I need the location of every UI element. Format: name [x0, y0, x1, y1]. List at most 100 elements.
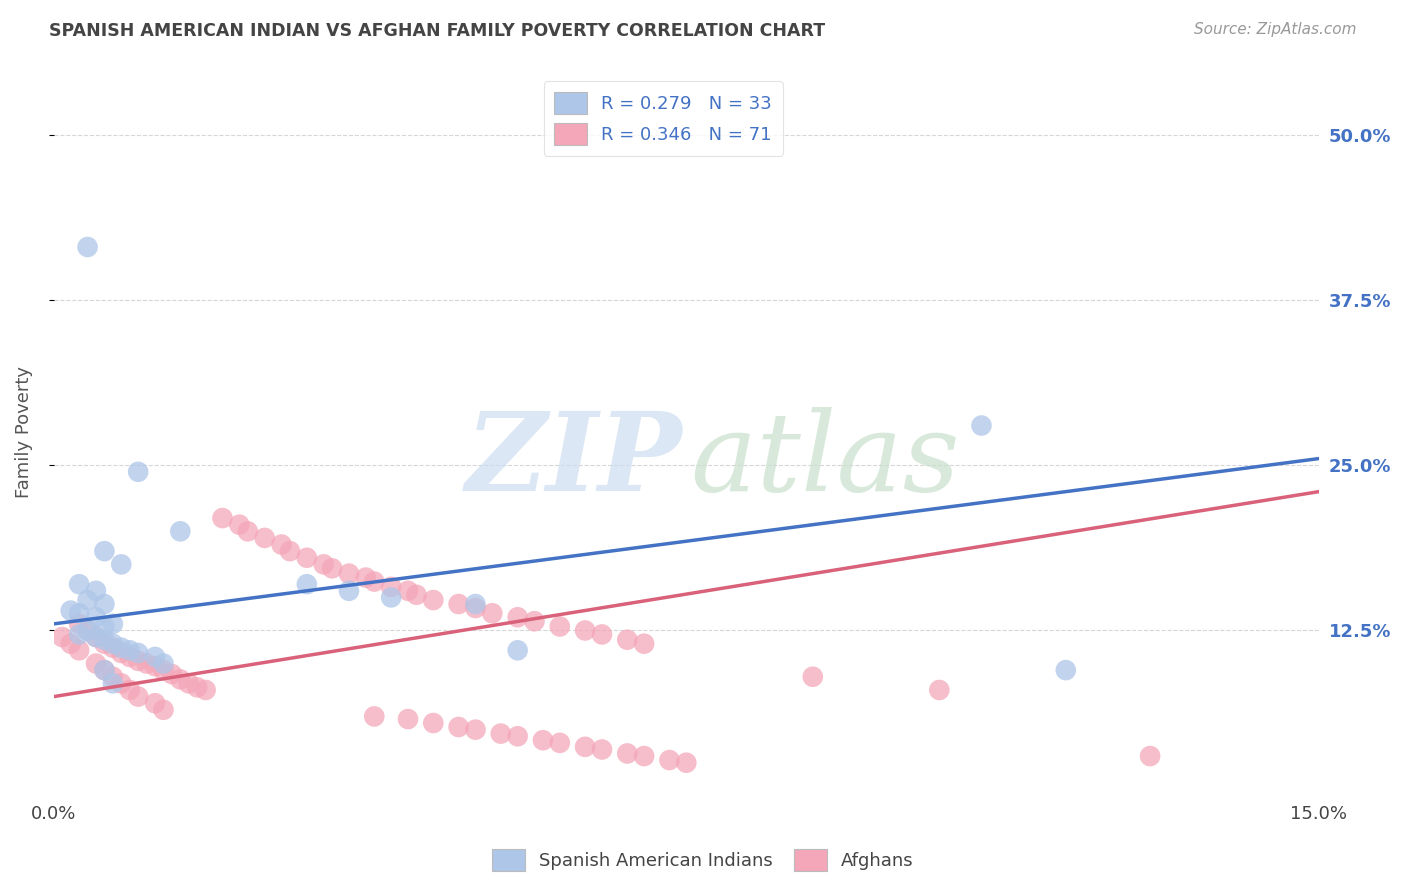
Point: [506, 610, 529, 624]
Point: [253, 531, 276, 545]
Point: [295, 577, 318, 591]
Point: [523, 614, 546, 628]
Text: SPANISH AMERICAN INDIAN VS AFGHAN FAMILY POVERTY CORRELATION CHART: SPANISH AMERICAN INDIAN VS AFGHAN FAMILY…: [49, 22, 825, 40]
Point: [59, 604, 82, 618]
Point: [143, 649, 166, 664]
Point: [127, 465, 149, 479]
Point: [93, 637, 115, 651]
Point: [354, 571, 377, 585]
Point: [481, 607, 503, 621]
Point: [59, 637, 82, 651]
Point: [422, 593, 444, 607]
Point: [464, 601, 486, 615]
Point: [93, 619, 115, 633]
Point: [101, 616, 124, 631]
Point: [270, 537, 292, 551]
Point: [169, 524, 191, 539]
Point: [396, 712, 419, 726]
Point: [447, 597, 470, 611]
Point: [574, 624, 596, 638]
Point: [616, 747, 638, 761]
Point: [928, 683, 950, 698]
Point: [127, 690, 149, 704]
Point: [633, 637, 655, 651]
Point: [152, 663, 174, 677]
Point: [801, 670, 824, 684]
Point: [152, 703, 174, 717]
Point: [186, 681, 208, 695]
Point: [633, 749, 655, 764]
Point: [380, 591, 402, 605]
Point: [84, 610, 107, 624]
Point: [211, 511, 233, 525]
Text: ZIP: ZIP: [465, 408, 682, 515]
Point: [616, 632, 638, 647]
Point: [160, 667, 183, 681]
Point: [1054, 663, 1077, 677]
Point: [337, 583, 360, 598]
Point: [110, 646, 132, 660]
Point: [531, 733, 554, 747]
Point: [295, 550, 318, 565]
Point: [177, 676, 200, 690]
Point: [363, 709, 385, 723]
Point: [194, 683, 217, 698]
Point: [143, 659, 166, 673]
Point: [422, 716, 444, 731]
Point: [591, 742, 613, 756]
Point: [84, 583, 107, 598]
Point: [464, 723, 486, 737]
Point: [110, 640, 132, 655]
Point: [970, 418, 993, 433]
Point: [447, 720, 470, 734]
Point: [489, 726, 512, 740]
Point: [93, 632, 115, 647]
Point: [76, 624, 98, 638]
Point: [574, 739, 596, 754]
Point: [110, 558, 132, 572]
Point: [84, 630, 107, 644]
Text: Source: ZipAtlas.com: Source: ZipAtlas.com: [1194, 22, 1357, 37]
Point: [67, 577, 90, 591]
Point: [84, 630, 107, 644]
Point: [548, 736, 571, 750]
Text: atlas: atlas: [690, 408, 960, 515]
Legend: Spanish American Indians, Afghans: Spanish American Indians, Afghans: [485, 842, 921, 879]
Point: [278, 544, 301, 558]
Point: [143, 696, 166, 710]
Point: [337, 566, 360, 581]
Point: [591, 627, 613, 641]
Point: [506, 643, 529, 657]
Point: [84, 657, 107, 671]
Point: [658, 753, 681, 767]
Point: [118, 683, 141, 698]
Point: [67, 643, 90, 657]
Point: [93, 663, 115, 677]
Point: [396, 583, 419, 598]
Point: [135, 657, 157, 671]
Point: [51, 630, 73, 644]
Point: [228, 517, 250, 532]
Point: [127, 654, 149, 668]
Legend: R = 0.279   N = 33, R = 0.346   N = 71: R = 0.279 N = 33, R = 0.346 N = 71: [544, 81, 783, 156]
Point: [675, 756, 697, 770]
Point: [76, 240, 98, 254]
Point: [101, 676, 124, 690]
Point: [93, 663, 115, 677]
Point: [76, 593, 98, 607]
Point: [321, 561, 343, 575]
Point: [506, 729, 529, 743]
Point: [118, 649, 141, 664]
Point: [464, 597, 486, 611]
Point: [76, 624, 98, 638]
Point: [101, 637, 124, 651]
Point: [169, 673, 191, 687]
Point: [118, 643, 141, 657]
Point: [93, 597, 115, 611]
Point: [1139, 749, 1161, 764]
Point: [67, 616, 90, 631]
Point: [236, 524, 259, 539]
Point: [110, 676, 132, 690]
Point: [101, 640, 124, 655]
Point: [127, 646, 149, 660]
